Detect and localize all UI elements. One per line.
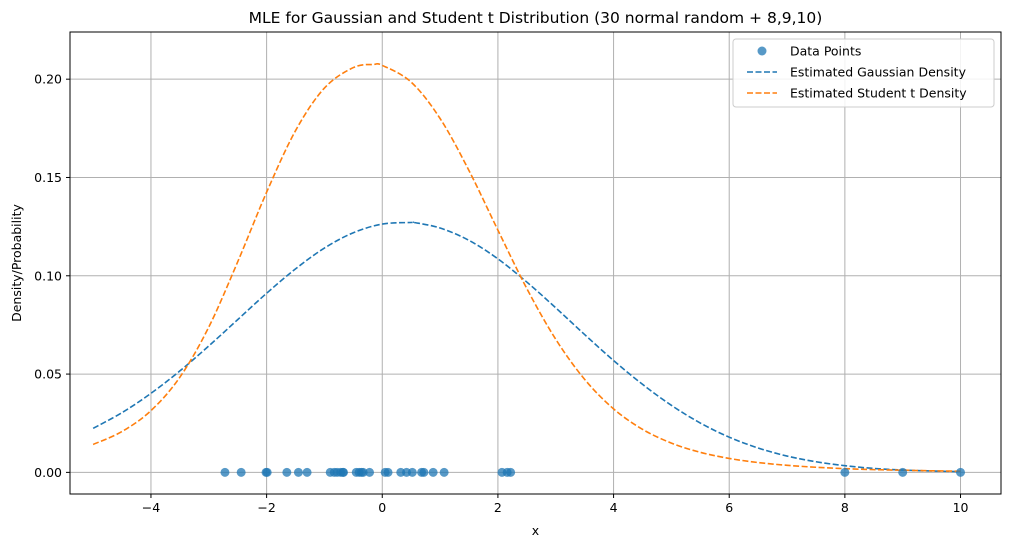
plot-data (92, 62, 966, 477)
x-tick-label: 6 (725, 500, 733, 515)
y-axis: 0.00 0.05 0.10 0.15 0.20 (34, 72, 70, 480)
plot-frame (69, 31, 1002, 495)
x-axis-label: x (532, 523, 539, 538)
x-tick-label: −4 (142, 500, 160, 515)
x-tick-label: 2 (494, 500, 502, 515)
x-tick-label: 10 (953, 500, 969, 515)
data-point (365, 467, 375, 477)
data-point (956, 467, 966, 477)
x-tick-label: 4 (610, 500, 618, 515)
y-tick-label: 0.05 (34, 367, 62, 382)
data-point (840, 467, 850, 477)
student-t-density-line (92, 62, 961, 472)
data-point (439, 467, 449, 477)
y-tick-label: 0.00 (34, 465, 62, 480)
data-point (358, 467, 368, 477)
data-point (898, 467, 908, 477)
legend-label-student-t: Estimated Student t Density (790, 86, 967, 101)
x-axis: −4 −2 0 2 4 6 8 10 (142, 494, 969, 515)
x-tick-label: 8 (841, 500, 849, 515)
x-tick-label: −2 (257, 500, 275, 515)
x-tick-label: 0 (378, 500, 386, 515)
data-point (419, 467, 429, 477)
data-point (293, 467, 303, 477)
legend: Data Points Estimated Gaussian Density E… (732, 38, 995, 108)
data-point (220, 467, 230, 477)
y-tick-label: 0.15 (34, 170, 62, 185)
data-point (302, 467, 312, 477)
y-axis-label: Density/Probability (9, 203, 24, 321)
legend-label-gaussian: Estimated Gaussian Density (790, 65, 967, 80)
data-point (282, 467, 292, 477)
data-point (506, 467, 516, 477)
data-point (383, 467, 393, 477)
data-point (262, 467, 272, 477)
legend-label-data-points: Data Points (790, 44, 861, 59)
gaussian-density-line (92, 221, 961, 473)
data-point (428, 467, 438, 477)
y-tick-label: 0.20 (34, 72, 62, 87)
legend-marker-data-points (757, 46, 767, 56)
data-point (236, 467, 246, 477)
chart-title: MLE for Gaussian and Student t Distribut… (249, 9, 823, 27)
legend-box (732, 38, 995, 108)
y-tick-label: 0.10 (34, 268, 62, 283)
data-point (339, 467, 349, 477)
data-point (407, 467, 417, 477)
